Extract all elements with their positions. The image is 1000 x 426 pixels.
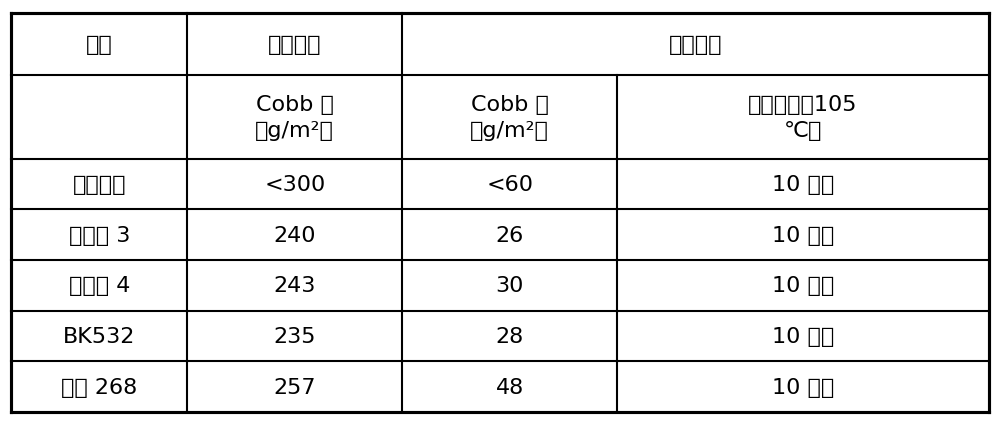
Text: 实施例 3: 实施例 3: [69, 225, 130, 245]
Text: 30: 30: [496, 276, 524, 296]
Text: BK532: BK532: [63, 326, 136, 346]
Text: Cobb 值
（g/m²）: Cobb 值 （g/m²）: [470, 95, 549, 141]
Text: 235: 235: [274, 326, 316, 346]
Text: 10 分钟: 10 分钟: [772, 377, 834, 397]
Text: 聚益 268: 聚益 268: [61, 377, 137, 397]
Text: 实施例 4: 实施例 4: [69, 276, 130, 296]
Text: 下卷已烘: 下卷已烘: [669, 35, 722, 55]
Text: 下卷未烘: 下卷未烘: [268, 35, 322, 55]
Text: 240: 240: [274, 225, 316, 245]
Text: 10 分钟: 10 分钟: [772, 326, 834, 346]
Text: 10 分钟: 10 分钟: [772, 276, 834, 296]
Text: 10 分钟: 10 分钟: [772, 225, 834, 245]
Text: 样品: 样品: [86, 35, 113, 55]
Text: 48: 48: [496, 377, 524, 397]
Text: <300: <300: [264, 175, 325, 195]
Text: 26: 26: [496, 225, 524, 245]
Text: 28: 28: [496, 326, 524, 346]
Text: 10 分钟: 10 分钟: [772, 175, 834, 195]
Text: 烘干时间（105
℃）: 烘干时间（105 ℃）: [748, 95, 858, 141]
Text: <60: <60: [486, 175, 533, 195]
Text: Cobb 值
（g/m²）: Cobb 值 （g/m²）: [255, 95, 334, 141]
Text: 243: 243: [274, 276, 316, 296]
Text: 企业指标: 企业指标: [73, 175, 126, 195]
Text: 257: 257: [274, 377, 316, 397]
